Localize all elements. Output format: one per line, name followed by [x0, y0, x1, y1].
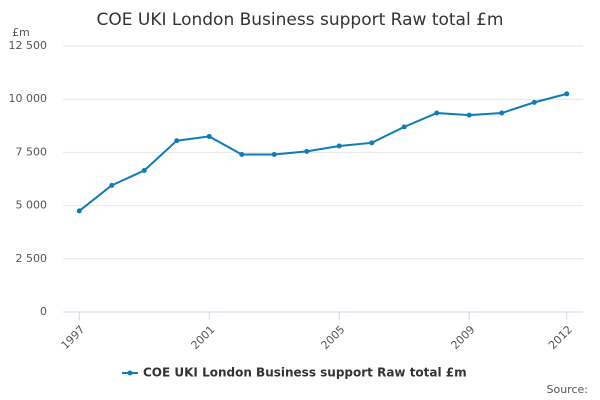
x-tick-label: 1997 — [59, 323, 88, 352]
x-tick-label: 2005 — [319, 323, 348, 352]
source: Source: — [547, 383, 589, 396]
data-point — [239, 152, 245, 158]
data-point — [76, 208, 82, 214]
x-tick-label: 2009 — [449, 323, 478, 352]
y-tick-label: 5 000 — [16, 199, 48, 212]
data-point — [401, 124, 407, 130]
data-point — [434, 110, 440, 116]
data-point — [531, 99, 537, 105]
data-point — [336, 143, 342, 149]
y-axis-label: £m — [12, 26, 30, 39]
data-point — [174, 138, 180, 144]
data-point — [141, 167, 147, 173]
legend-text: COE UKI London Business support Raw tota… — [143, 366, 467, 380]
data-point — [499, 110, 505, 116]
y-tick-label: 0 — [40, 305, 47, 318]
x-tick-label: 2001 — [189, 323, 218, 352]
x-tick-label: 2012 — [546, 323, 575, 352]
data-line — [78, 92, 568, 212]
data-point — [109, 182, 115, 188]
y-tick-label: 2 500 — [16, 252, 48, 265]
data-point — [369, 140, 375, 146]
data-point — [466, 112, 472, 118]
y-tick-label: 7 500 — [16, 145, 48, 158]
data-point — [304, 148, 310, 154]
data-point — [564, 91, 570, 97]
chart-title: COE UKI London Business support Raw tota… — [97, 10, 504, 30]
y-tick-label: 12 500 — [9, 39, 48, 52]
y-tick-label: 10 000 — [9, 92, 48, 105]
data-point — [206, 133, 212, 139]
legend-marker — [127, 370, 133, 376]
data-point — [271, 152, 277, 158]
